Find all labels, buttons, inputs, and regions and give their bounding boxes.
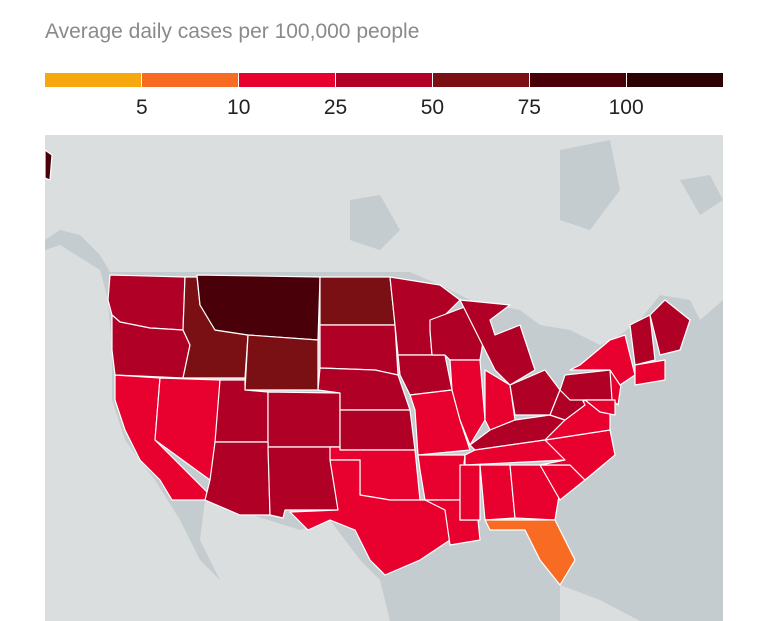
state-mt [196,274,321,341]
state-sd [319,324,399,376]
legend-tick-label: 100 [608,96,644,119]
states [45,149,691,586]
map-title: Average daily cases per 100,000 people [45,20,420,43]
legend-tick-label: 10 [227,96,251,119]
state-ms [459,464,481,521]
legend-tick-label: 50 [420,96,445,119]
state-md [584,399,616,416]
us-choropleth-map [45,135,723,621]
state-vtnh [629,314,656,366]
state-fl [484,519,576,586]
state-al [479,464,516,521]
state-az [204,441,271,516]
legend-swatch [433,73,530,87]
state-ks [339,409,416,451]
state-sne [634,359,666,386]
legend-tick-label: 5 [136,96,148,119]
legend-ticks: 5 10 25 50 75 100 [45,96,723,122]
legend-swatch [336,73,433,87]
lakes-and-bays [350,140,723,250]
legend-swatch [627,73,723,87]
state-co [267,391,341,448]
state-nd [319,276,396,326]
state-nm [267,446,341,519]
legend-swatch [45,73,142,87]
legend-swatch [239,73,336,87]
state-wy [244,334,319,391]
state-me [649,299,691,356]
legend-tick-label: 75 [517,96,541,119]
state-pa [559,369,616,401]
state-ny [569,334,636,386]
state-ar [417,454,466,501]
legend-tick-label: 25 [323,96,348,119]
state-nc [539,429,616,481]
legend-swatch [530,73,627,87]
state-mi [459,299,536,386]
state-tx [289,459,451,576]
legend-swatch [142,73,239,87]
state-ak [45,149,53,181]
color-legend [45,73,723,87]
